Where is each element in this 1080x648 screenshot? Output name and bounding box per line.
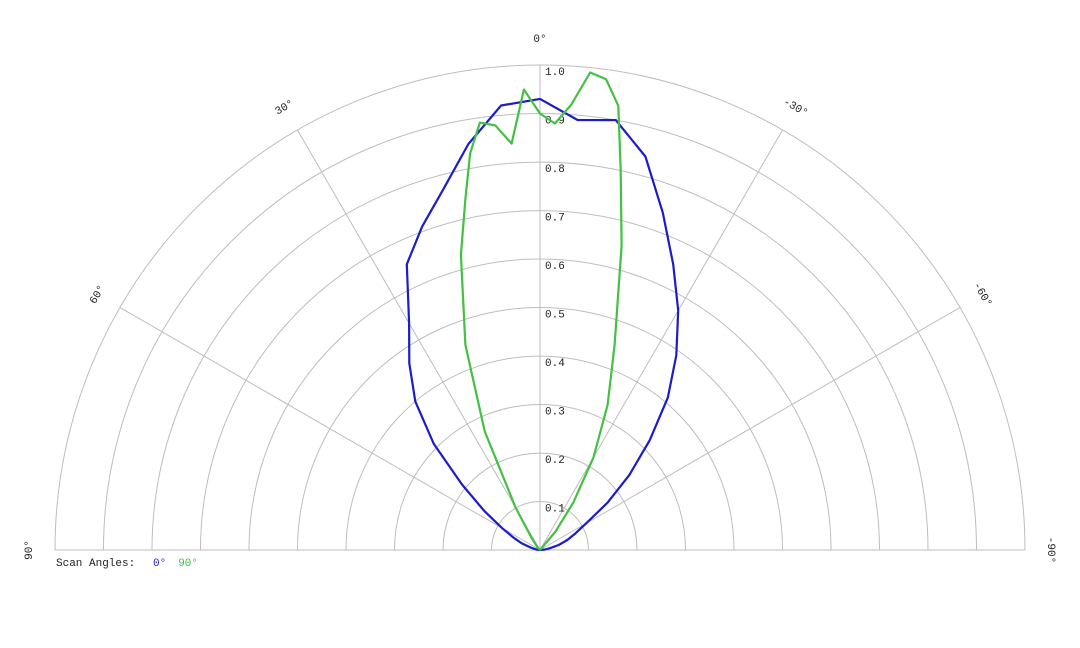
grid-spoke xyxy=(297,129,541,551)
series-line xyxy=(405,97,680,552)
r-tick-label: 0.8 xyxy=(545,164,565,176)
r-tick-label: 0.9 xyxy=(545,115,565,127)
legend-entry: 0° xyxy=(153,558,166,570)
r-tick-label: 0.6 xyxy=(545,261,565,273)
theta-tick-label: 60° xyxy=(88,283,108,306)
r-tick-label: 0.2 xyxy=(545,455,565,467)
theta-tick-label: -30° xyxy=(781,96,810,120)
theta-tick-label: 30° xyxy=(273,98,296,118)
r-tick-label: 0.4 xyxy=(545,358,565,370)
grid-spoke xyxy=(119,307,541,551)
grid-spoke xyxy=(539,307,961,551)
theta-tick-label: -90° xyxy=(1044,537,1056,563)
r-tick-label: 0.7 xyxy=(545,212,565,224)
series-line xyxy=(459,71,623,551)
legend-title: Scan Angles: xyxy=(56,558,135,570)
grid-spoke xyxy=(539,129,783,551)
r-tick-label: 1.0 xyxy=(545,67,565,79)
theta-tick-label: 0° xyxy=(533,34,546,46)
theta-tick-label: 90° xyxy=(24,540,36,560)
r-tick-label: 0.3 xyxy=(545,406,565,418)
r-tick-label: 0.1 xyxy=(545,503,565,515)
legend-entry: 90° xyxy=(178,558,198,570)
theta-tick-label: -60° xyxy=(970,281,994,310)
r-tick-label: 0.5 xyxy=(545,309,565,321)
